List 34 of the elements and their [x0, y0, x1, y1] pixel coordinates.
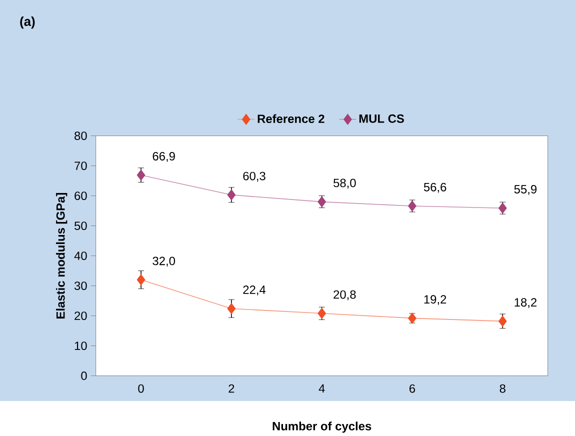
legend-label: MUL CS	[359, 114, 404, 123]
data-label: 60,3	[243, 172, 266, 182]
data-label: 20,8	[334, 290, 356, 300]
y-tick-label: 60	[74, 192, 87, 200]
data-label: 66,9	[152, 152, 175, 162]
y-tick-label: 20	[74, 312, 87, 320]
point	[498, 316, 507, 327]
x-tick-label: 0	[138, 384, 144, 393]
data-label: 19,2	[424, 295, 446, 305]
x-axis-title: Number of cycles	[272, 422, 372, 433]
point	[227, 303, 236, 314]
data-label: 18,2	[514, 298, 536, 308]
y-tick-label: 30	[74, 282, 87, 290]
data-label: 58,0	[334, 178, 356, 189]
y-tick-label: 70	[74, 162, 87, 170]
legend-label: Reference 2	[258, 114, 324, 123]
y-tick-label: 10	[74, 342, 87, 350]
y-axis-title: Elastic modulus [GPa]	[56, 192, 68, 318]
data-label: 22,4	[243, 285, 266, 296]
y-tick-label: 40	[74, 252, 87, 260]
x-tick-label: 2	[228, 384, 234, 393]
data-label: 56,6	[424, 182, 446, 193]
y-tick-label: 80	[74, 132, 87, 140]
x-tick-label: 8	[500, 384, 506, 393]
chart-title: (a)	[20, 16, 35, 29]
data-label: 55,9	[514, 184, 537, 195]
x-tick-label: 6	[410, 384, 416, 393]
y-tick-label: 50	[74, 222, 87, 230]
point	[136, 170, 146, 180]
point	[227, 189, 236, 200]
data-label: 32,0	[152, 256, 176, 267]
point	[136, 274, 146, 286]
y-tick-label: 0	[81, 372, 87, 380]
x-tick-label: 4	[318, 384, 325, 393]
